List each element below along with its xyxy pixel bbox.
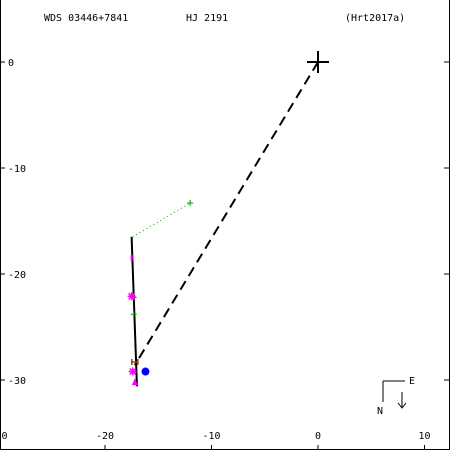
observation-blue-dot: [141, 367, 150, 376]
x-tick-label: 0: [315, 431, 321, 442]
title-discoverer: HJ 2191: [186, 13, 228, 24]
y-tick-label: -10: [8, 164, 26, 175]
x-axis-ticks: -30 -20 -10 0 10: [0, 431, 431, 449]
residual-line: [132, 202, 191, 238]
y-tick-label: -20: [8, 270, 26, 281]
x-tick-label: 10: [418, 431, 430, 442]
x-tick-label: -30: [0, 431, 8, 442]
compass: E N: [377, 376, 415, 417]
plot-lines: [130, 61, 319, 387]
observation-green-plus: [130, 311, 137, 318]
separation-line: [133, 61, 319, 366]
x-tick-label: -20: [96, 431, 114, 442]
x-tick-label: -10: [202, 431, 220, 442]
observation-magenta-asterisk: [127, 292, 136, 301]
observation-magenta-triangle: [131, 378, 138, 386]
y-axis-ticks: 0 -10 -20 -30: [0, 58, 449, 387]
title-wds: WDS 03446+7841: [44, 13, 128, 24]
title-reference: (Hrt2017a): [345, 13, 405, 24]
y-tick-label: -30: [8, 376, 26, 387]
observation-brown-mark: [131, 358, 139, 365]
observation-magenta-asterisk: [128, 367, 137, 376]
observation-green-plus: [187, 199, 194, 206]
data-markers: [127, 51, 329, 386]
y-tick-label: 0: [8, 58, 14, 69]
compass-east-label: E: [409, 376, 415, 387]
compass-motion-arrow-head: [397, 402, 407, 409]
compass-north-label: N: [377, 406, 383, 417]
